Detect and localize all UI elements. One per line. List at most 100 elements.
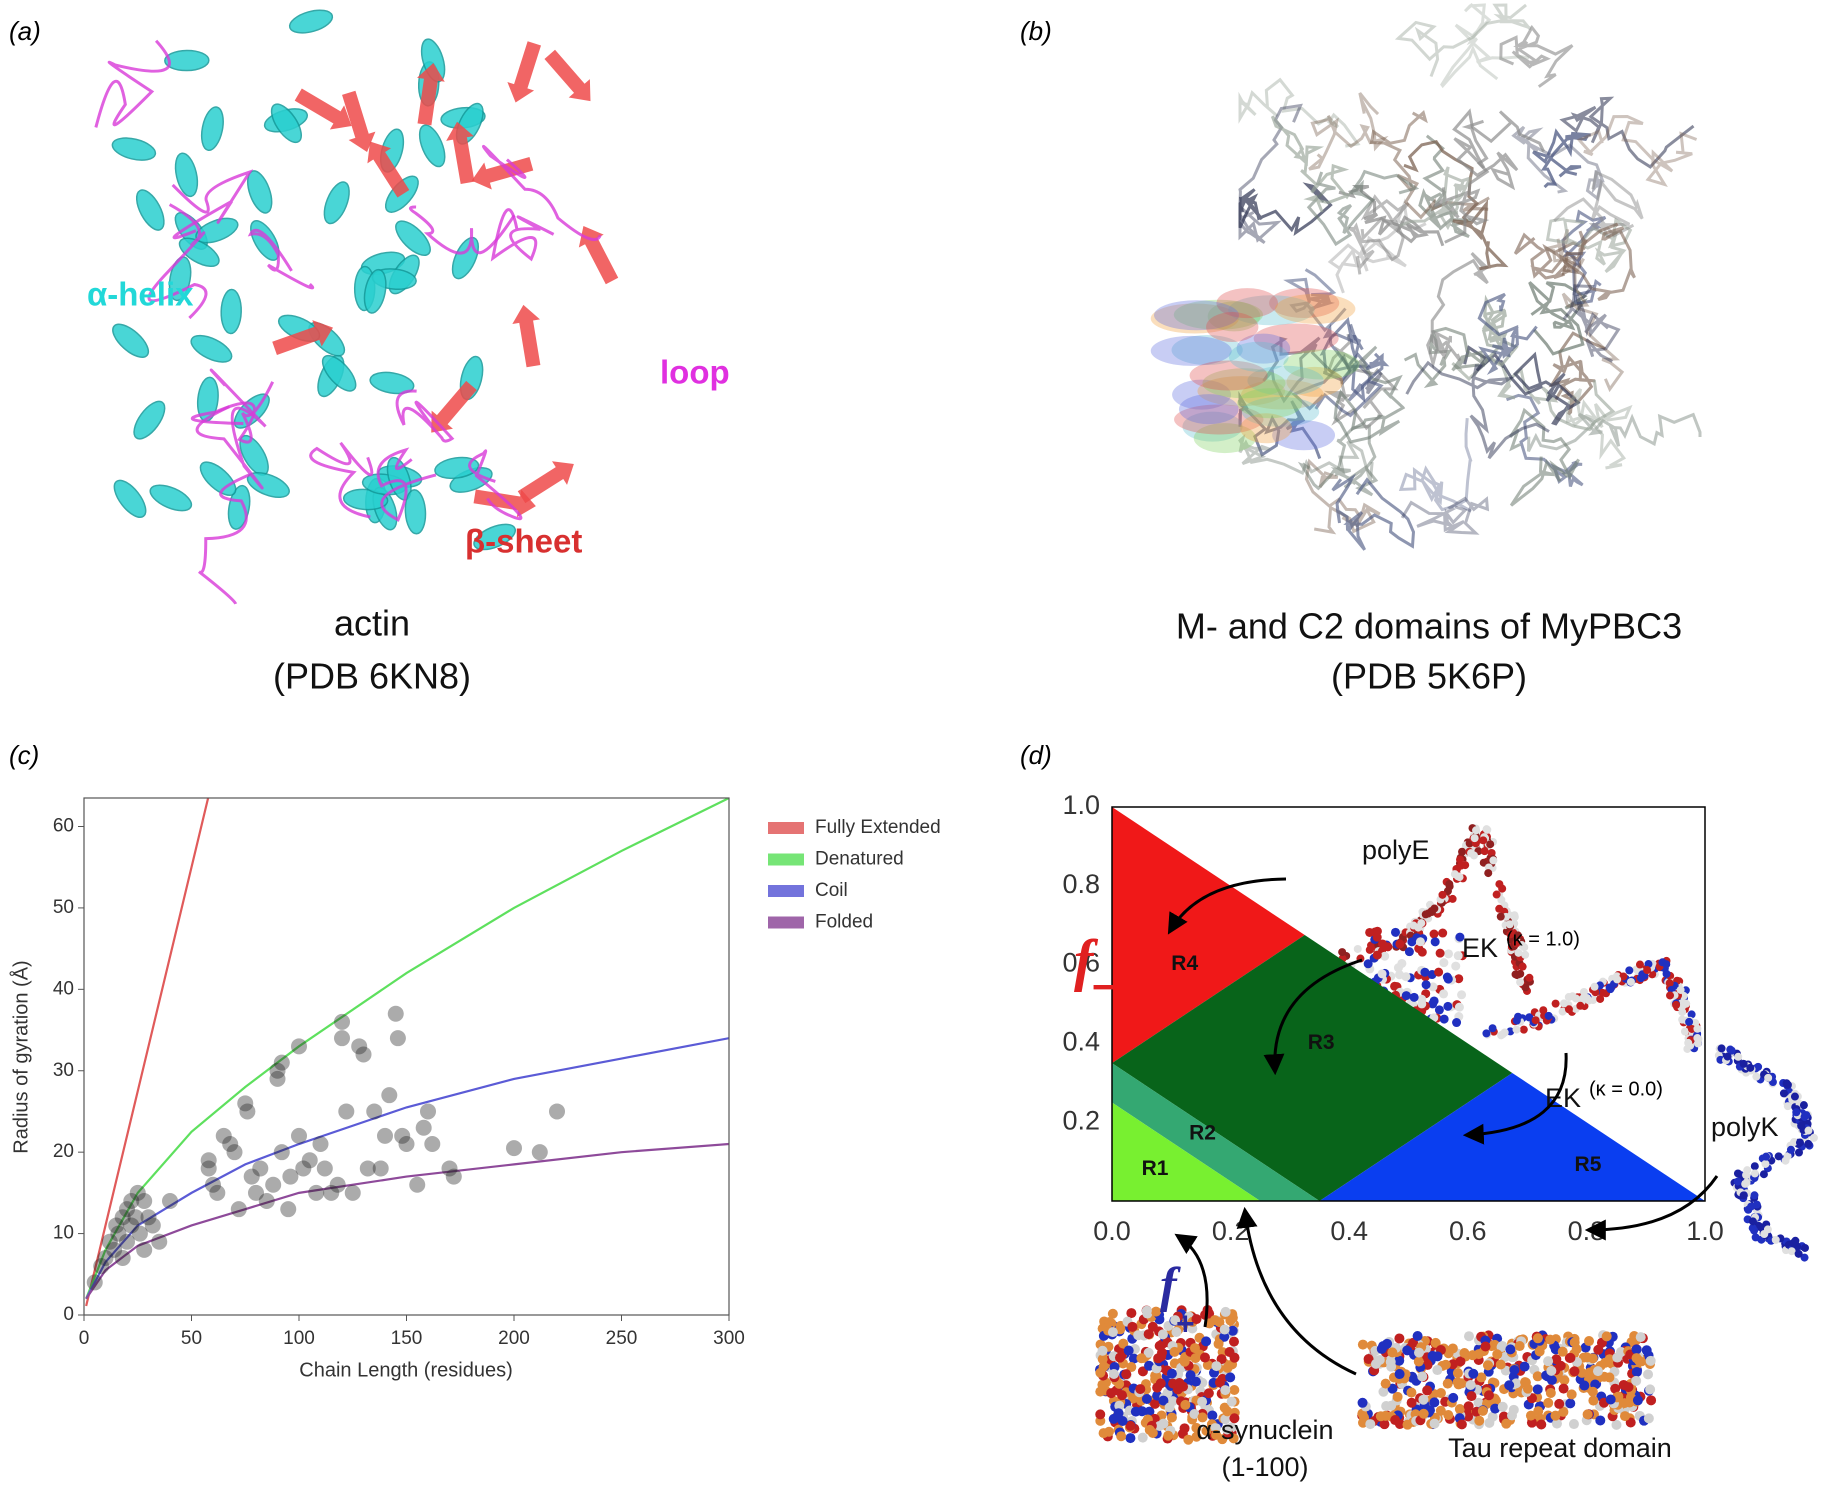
atom — [1143, 1347, 1154, 1358]
data-point — [351, 1038, 368, 1055]
atom — [1454, 1002, 1464, 1012]
arrow — [1236, 1206, 1357, 1376]
atom — [1386, 1361, 1397, 1372]
atom — [1743, 1166, 1752, 1175]
atom — [1466, 1391, 1477, 1402]
atom — [1455, 1356, 1466, 1367]
helix — [149, 484, 193, 512]
atom — [1209, 1315, 1220, 1326]
x-tick-label: 0.4 — [1330, 1216, 1368, 1246]
atom — [1727, 1046, 1736, 1055]
data-point — [127, 1209, 144, 1226]
atom — [1495, 1359, 1506, 1370]
loop — [395, 389, 455, 443]
atom — [1601, 1331, 1612, 1342]
atom — [1450, 870, 1459, 879]
atom — [1394, 1369, 1405, 1380]
x-axis-label-sub: + — [1176, 1305, 1195, 1341]
data-point — [123, 1193, 140, 1210]
atom — [1646, 1395, 1657, 1406]
loop — [94, 39, 171, 128]
region — [1112, 1063, 1320, 1201]
atom — [1220, 1414, 1231, 1425]
atom — [1227, 1312, 1238, 1323]
atom — [1379, 1419, 1390, 1430]
arrow — [1462, 1052, 1568, 1145]
x-tick-label: 0 — [79, 1328, 90, 1349]
atom — [1228, 1336, 1239, 1347]
sheet — [446, 121, 475, 185]
atom — [1158, 1395, 1169, 1406]
atom — [1623, 1382, 1634, 1393]
atom — [1752, 1072, 1761, 1081]
atom — [1800, 1253, 1809, 1262]
atom — [1372, 950, 1382, 960]
data-point — [445, 1168, 462, 1185]
trace — [1440, 2, 1530, 89]
x-axis-label: Chain Length (residues) — [299, 1359, 512, 1381]
helix — [220, 288, 242, 335]
atom — [1412, 1330, 1423, 1341]
atom — [1227, 1325, 1238, 1336]
atom — [1421, 910, 1430, 919]
sheet — [471, 157, 534, 190]
atom — [1440, 1359, 1451, 1370]
atom — [1568, 1419, 1579, 1430]
domain-blob — [1237, 388, 1303, 419]
x-tick-label: 300 — [713, 1328, 745, 1349]
atom — [1201, 1425, 1212, 1436]
atom — [1432, 1351, 1443, 1362]
atom — [1401, 991, 1411, 1001]
atom — [1357, 1397, 1368, 1408]
atom — [1687, 1010, 1696, 1019]
atom — [1789, 1239, 1798, 1248]
domain-blob — [1150, 335, 1232, 366]
arrow — [1174, 1233, 1209, 1328]
legend-swatch — [768, 822, 804, 834]
atom — [1459, 1348, 1470, 1359]
atom — [1497, 1340, 1508, 1351]
atom — [1414, 923, 1423, 932]
sheet — [473, 489, 536, 518]
atom — [1605, 1394, 1616, 1405]
y-tick-label: 0.6 — [1062, 948, 1100, 978]
helix — [323, 181, 350, 225]
atom — [1435, 948, 1445, 958]
data-point — [119, 1233, 135, 1250]
legend-label: Coil — [815, 880, 848, 901]
atom — [1443, 949, 1453, 959]
atom — [1445, 880, 1454, 889]
trace — [1319, 317, 1390, 403]
atom — [1098, 1428, 1109, 1439]
atom — [1372, 932, 1382, 942]
data-point — [86, 1274, 103, 1291]
atom — [1799, 1101, 1808, 1110]
data-point — [387, 1005, 404, 1022]
region — [1319, 1072, 1705, 1201]
trace — [1262, 336, 1383, 404]
atom — [1453, 1379, 1464, 1390]
y-tick-label: 40 — [53, 978, 74, 999]
data-point — [420, 1103, 436, 1120]
atom — [1588, 1395, 1599, 1406]
atom — [1439, 1014, 1449, 1024]
domain-blob — [1241, 379, 1324, 410]
atom — [1551, 999, 1560, 1008]
sheet-label: β-sheet — [465, 523, 582, 560]
atom — [1455, 932, 1465, 942]
domain-blob — [1174, 404, 1264, 435]
x-tick-label: 1.0 — [1686, 1216, 1724, 1246]
atom — [1395, 939, 1405, 949]
arrows — [1167, 877, 1719, 1376]
loop — [171, 169, 254, 240]
trace — [1291, 323, 1384, 418]
region-label: R5 — [1575, 1153, 1602, 1176]
atom — [1631, 1375, 1642, 1386]
atom — [1414, 944, 1424, 954]
loop — [190, 381, 275, 444]
data-point — [222, 1136, 239, 1153]
loop — [195, 368, 267, 490]
atom — [1584, 1367, 1595, 1378]
loop-label: loop — [660, 354, 730, 391]
atom — [1619, 972, 1628, 981]
